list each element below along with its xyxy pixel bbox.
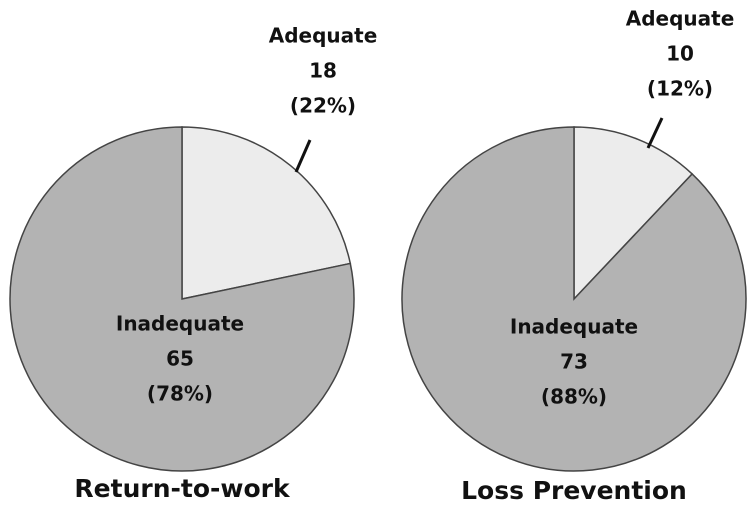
leader-line	[294, 139, 312, 173]
pie-slice	[401, 126, 747, 472]
slice-label: Adequate	[269, 24, 378, 48]
chart-title: Loss Prevention	[461, 476, 687, 505]
slice-label: Inadequate	[510, 315, 638, 339]
pie-slice	[9, 126, 355, 472]
value-label: 18	[309, 59, 337, 83]
percent-label: (78%)	[147, 382, 213, 406]
leader-line	[646, 117, 664, 149]
value-label: 10	[666, 42, 694, 66]
slice-label: Inadequate	[116, 312, 244, 336]
value-label: 73	[560, 350, 588, 374]
pie-slice	[573, 126, 694, 301]
slice-label: Adequate	[626, 7, 735, 31]
percent-label: (88%)	[541, 385, 607, 409]
chart-title: Return-to-work	[74, 474, 291, 503]
percent-label: (22%)	[290, 94, 356, 118]
pie-slice	[181, 126, 352, 300]
percent-label: (12%)	[647, 77, 713, 101]
value-label: 65	[166, 347, 194, 371]
